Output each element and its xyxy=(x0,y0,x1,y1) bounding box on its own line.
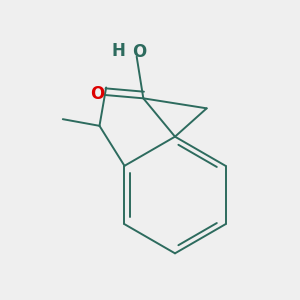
Text: O: O xyxy=(91,85,105,103)
Text: O: O xyxy=(132,43,146,61)
Text: H: H xyxy=(111,42,125,60)
